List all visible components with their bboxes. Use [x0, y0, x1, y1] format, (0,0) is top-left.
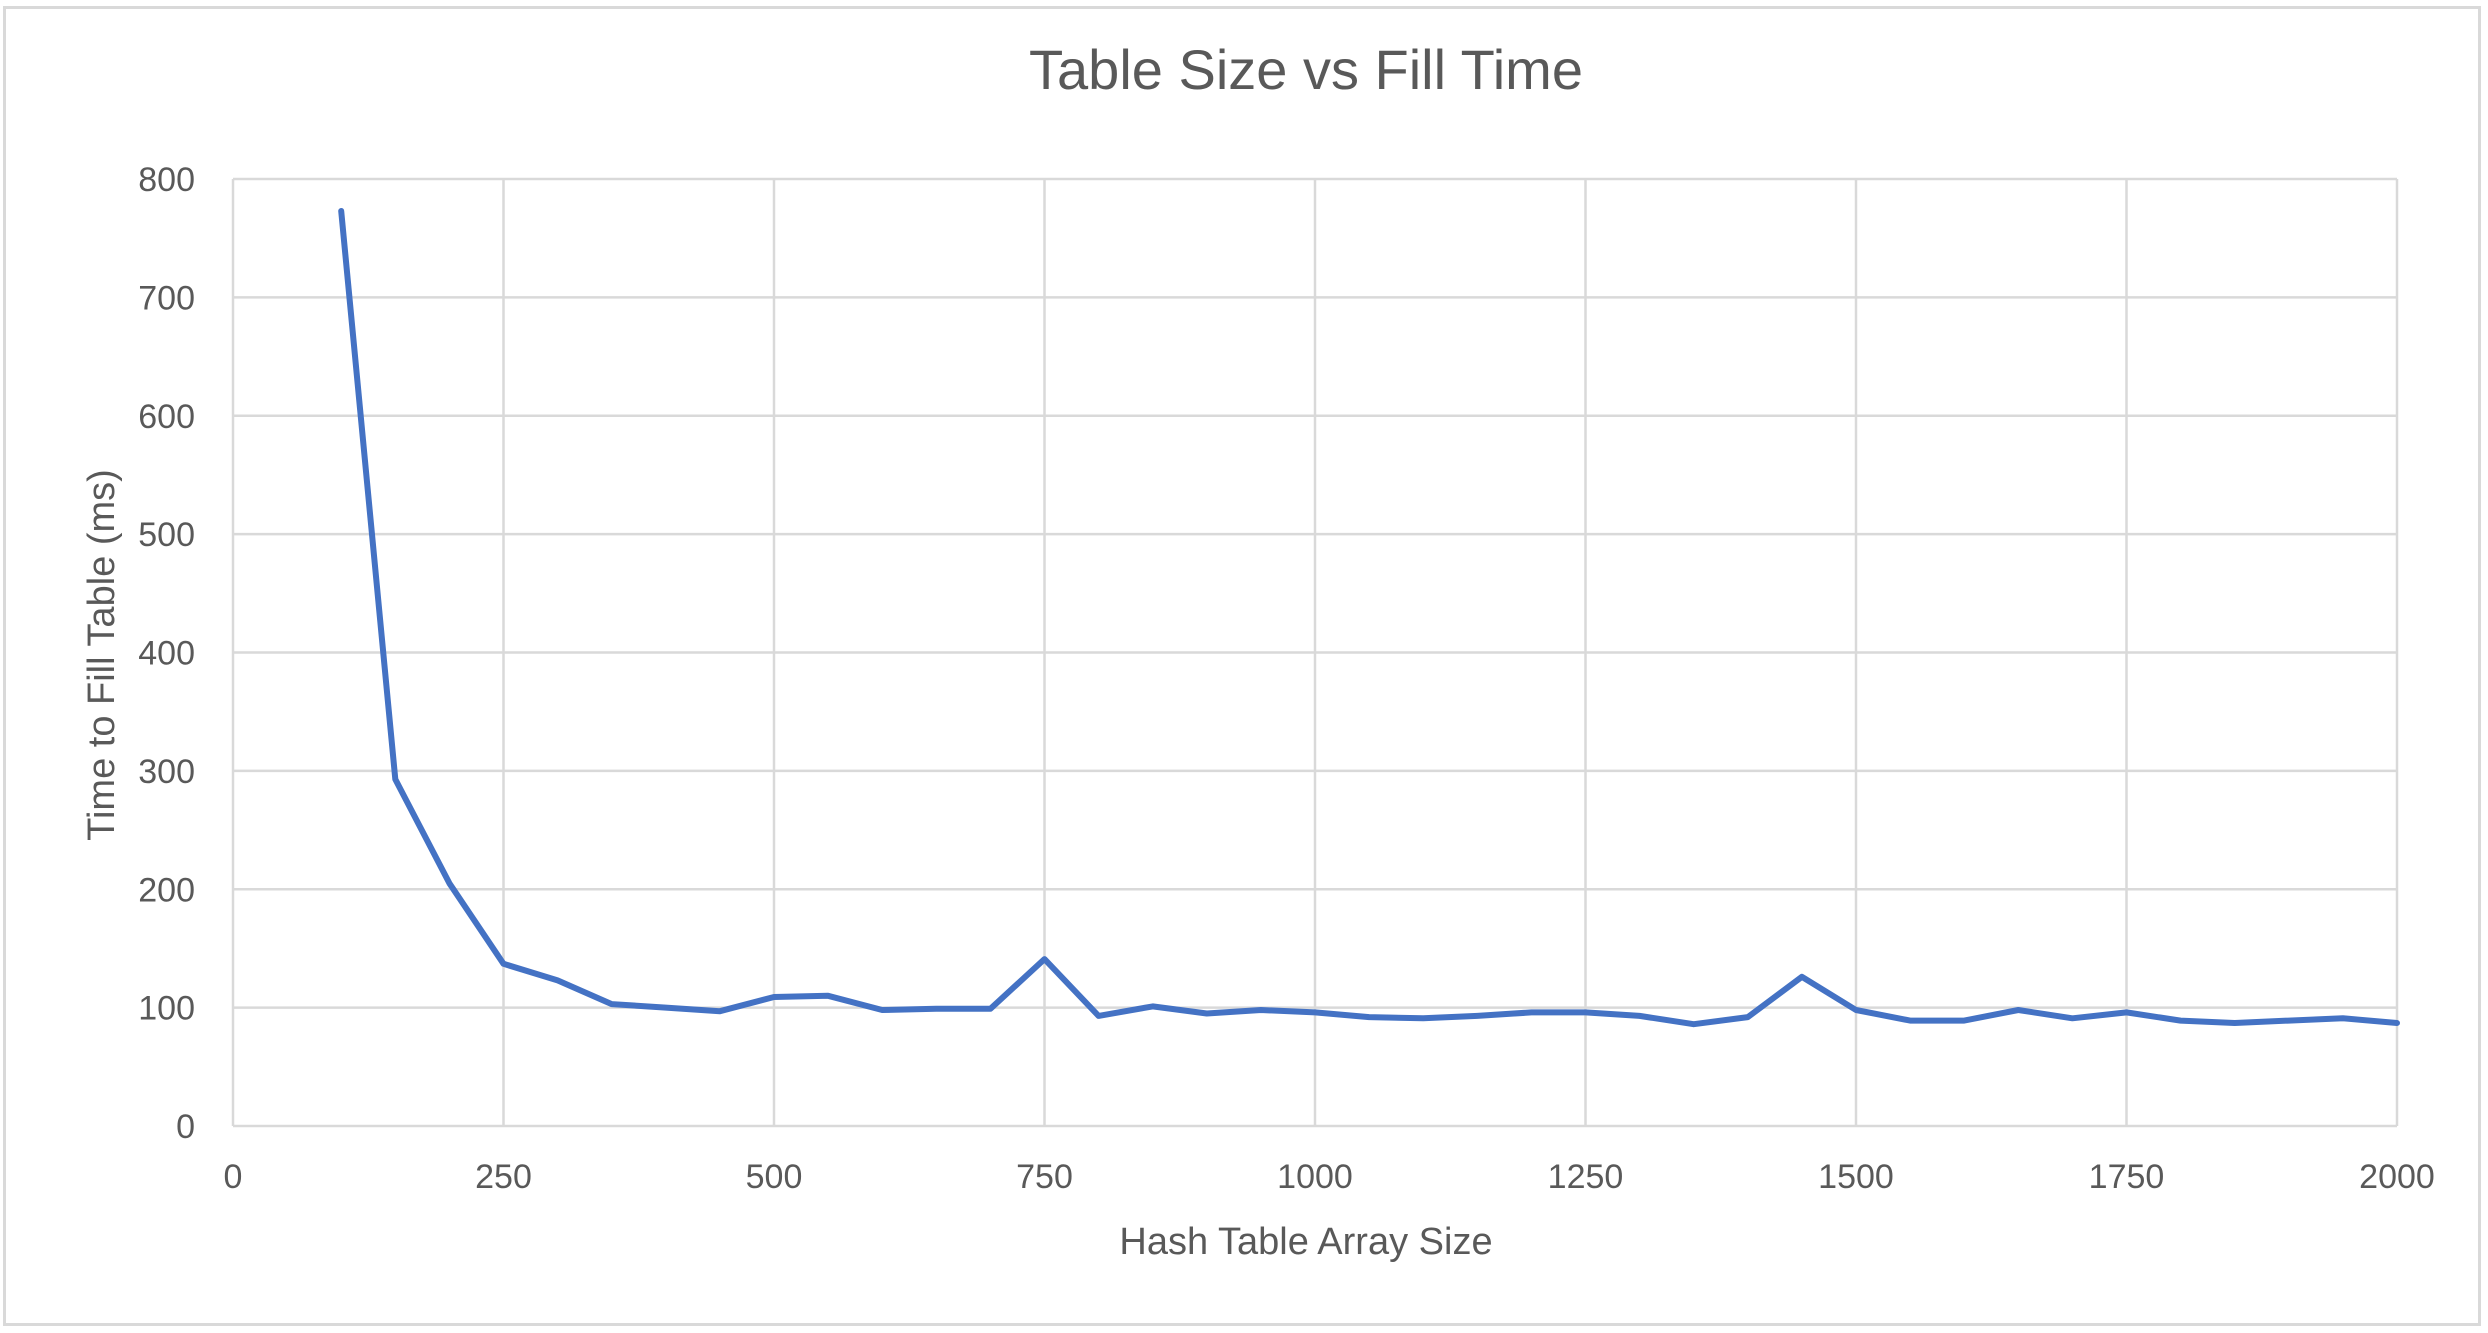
y-tick-label: 700: [138, 279, 195, 317]
x-tick-label: 1750: [2089, 1158, 2165, 1196]
data-point: [1096, 1013, 1102, 1019]
y-tick-label: 800: [138, 161, 195, 199]
data-point: [2178, 1018, 2184, 1024]
data-point: [1366, 1014, 1372, 1020]
data-point: [609, 1001, 615, 1007]
data-point: [663, 1005, 669, 1011]
data-point: [933, 1006, 939, 1012]
y-tick-label: 300: [138, 753, 195, 791]
x-tick-label: 1250: [1548, 1158, 1624, 1196]
x-tick-label: 750: [1016, 1158, 1073, 1196]
data-point: [1474, 1013, 1480, 1019]
y-tick-label: 400: [138, 635, 195, 673]
x-tick-label: 250: [475, 1158, 532, 1196]
data-point: [2394, 1020, 2400, 1026]
data-point: [2340, 1015, 2346, 1021]
y-axis-title: Time to Fill Table (ms): [81, 469, 123, 841]
y-tick-label: 200: [138, 871, 195, 909]
y-tick-label: 0: [176, 1108, 195, 1146]
data-point: [2015, 1007, 2021, 1013]
x-axis-title: Hash Table Array Size: [1119, 1221, 1492, 1263]
data-point: [2232, 1020, 2238, 1026]
data-point: [1528, 1009, 1534, 1015]
data-point: [1691, 1021, 1697, 1027]
chart-title: Table Size vs Fill Time: [1029, 38, 1583, 101]
data-point: [1042, 956, 1048, 962]
data-point: [2124, 1009, 2130, 1015]
series-line: [338, 208, 2400, 1028]
data-point: [825, 993, 831, 999]
data-point: [1745, 1014, 1751, 1020]
line-chart: Table Size vs Fill Time 0 100 200 300 400 500…: [81, 38, 2435, 1263]
data-point: [771, 994, 777, 1000]
data-point: [2286, 1018, 2292, 1024]
data-point: [1204, 1011, 1210, 1017]
data-point: [1907, 1018, 1913, 1024]
data-point: [1420, 1015, 1426, 1021]
y-tick-label: 500: [138, 516, 195, 554]
series-layer: [338, 208, 2400, 1028]
data-point: [1961, 1018, 1967, 1024]
data-point: [987, 1006, 993, 1012]
data-point: [879, 1007, 885, 1013]
data-point: [338, 208, 344, 214]
data-point: [1583, 1009, 1589, 1015]
data-point: [1853, 1007, 1859, 1013]
data-point: [1312, 1009, 1318, 1015]
x-tick-label: 500: [746, 1158, 803, 1196]
data-point: [1637, 1013, 1643, 1019]
x-tick-label: 0: [224, 1158, 243, 1196]
data-point: [501, 961, 507, 967]
chart-frame: Table Size vs Fill Time 0 100 200 300 400 500…: [3, 6, 2481, 1326]
y-tick-label: 600: [138, 398, 195, 436]
data-point: [717, 1008, 723, 1014]
y-axis-tick-labels: 0 100 200 300 400 500 600 700 800: [138, 161, 195, 1146]
data-point: [446, 880, 452, 886]
data-point: [392, 776, 398, 782]
gridlines: [231, 177, 2399, 1128]
data-point: [2069, 1015, 2075, 1021]
data-point: [1258, 1007, 1264, 1013]
x-tick-label: 2000: [2359, 1158, 2435, 1196]
y-tick-label: 100: [138, 990, 195, 1028]
x-tick-label: 1000: [1277, 1158, 1353, 1196]
x-axis-tick-labels: 0 250 500 750 1000 1250 1500 1750 2000: [224, 1158, 2435, 1196]
data-point: [1150, 1003, 1156, 1009]
data-point: [1799, 974, 1805, 980]
data-point: [555, 977, 561, 983]
x-tick-label: 1500: [1818, 1158, 1894, 1196]
